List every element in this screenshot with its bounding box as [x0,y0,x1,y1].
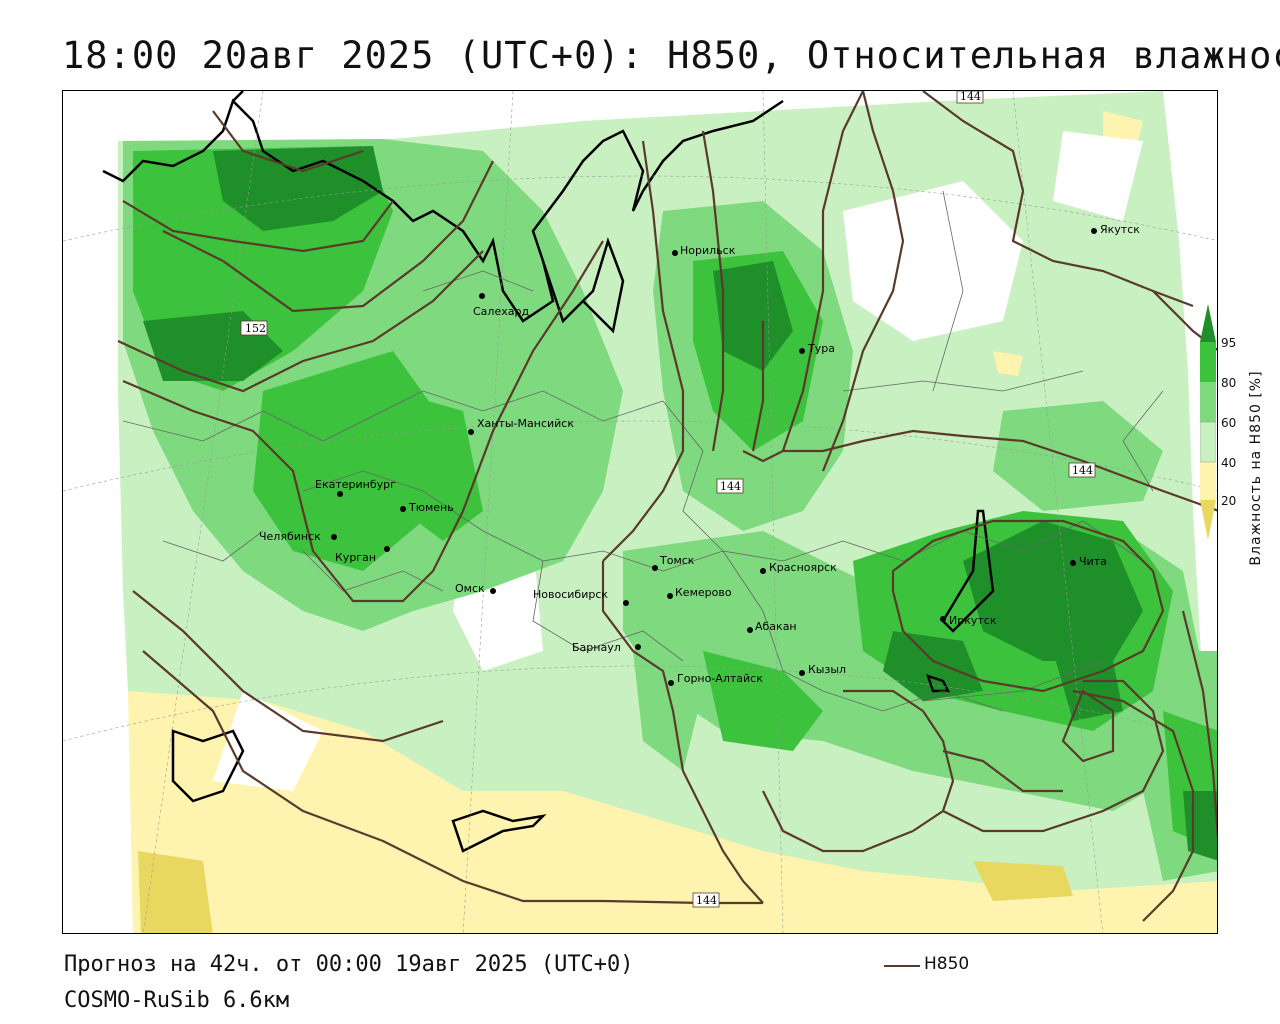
colorbar-tick-40: 40 [1221,456,1237,470]
map-canvas: 152 144 144 144 144 Якутск Норильск Сале… [63,91,1217,933]
forecast-info: Прогноз на 42ч. от 00:00 19авг 2025 (UTC… [64,952,634,977]
city-marker [940,616,946,622]
city-marker [468,429,474,435]
city-label-omsk: Омск [455,582,485,595]
coastlines [102,91,995,853]
humidity-field-dark-yellow [138,851,213,933]
h850-contours [117,91,1217,922]
city-label-tura: Тура [807,342,835,355]
city-marker [1070,560,1076,566]
city-label-ekaterinburg: Екатеринбург [315,478,396,491]
contour-labels: 152 144 144 144 144 [240,91,1096,908]
contour-label-144-south: 144 [696,894,717,907]
contour-label-152: 152 [245,322,266,335]
graticule [63,91,1217,933]
contour-label-144-center: 144 [720,480,741,493]
contour-label-144-east: 144 [1072,464,1093,477]
city-marker [479,293,485,299]
contour-legend-line [884,965,920,967]
city-label-yakutsk: Якутск [1100,223,1140,236]
city-marker [747,627,753,633]
city-marker [490,588,496,594]
city-marker [672,250,678,256]
city-label-kyzyl: Кызыл [808,663,846,676]
city-marker [760,568,766,574]
city-marker [652,565,658,571]
city-marker [667,593,673,599]
city-label-abakan: Абакан [755,620,797,633]
humidity-colorbar [1200,304,1216,540]
colorbar-tick-95: 95 [1221,336,1237,350]
contour-legend-label: H850 [924,954,970,974]
colorbar-tick-20: 20 [1221,494,1237,508]
city-label-salekhard: Салехард [473,305,529,318]
colorbar-tick-60: 60 [1221,416,1237,430]
city-label-krasnoyarsk: Красноярск [769,561,837,574]
city-label-kurgan: Курган [335,551,376,564]
city-label-norilsk: Норильск [680,244,736,257]
city-label-tyumen: Тюмень [408,501,454,514]
city-label-khanty-mansiysk: Ханты-Мансийск [477,417,574,430]
city-marker [668,680,674,686]
city-marker [331,534,337,540]
city-label-chita: Чита [1079,555,1107,568]
city-marker [635,644,641,650]
model-name: COSMO-RuSib 6.6км [64,988,290,1013]
city-label-novosibirsk: Новосибирск [533,588,608,601]
city-marker [384,546,390,552]
city-marker [623,600,629,606]
city-label-gorno-altaysk: Горно-Алтайск [677,672,763,685]
city-label-irkutsk: Иркутск [949,614,997,627]
city-marker [1091,228,1097,234]
city-label-kemerovo: Кемерово [675,586,732,599]
city-marker [337,491,343,497]
cities: Якутск Норильск Салехард Тура Ханты-Манс… [259,223,1140,686]
colorbar-tick-80: 80 [1221,376,1237,390]
contour-label-144-north: 144 [960,91,981,103]
city-label-barnaul: Барнаул [572,641,621,654]
city-marker [799,348,805,354]
city-marker [799,670,805,676]
city-marker [400,506,406,512]
map-title: 18:00 20авг 2025 (UTC+0): H850, Относите… [62,34,1280,77]
humidity-field-yellow [128,691,1217,933]
humidity-field-dark-green [213,146,383,231]
colorbar-title: Влажность на H850 [%] [1248,370,1264,566]
map-panel: 152 144 144 144 144 Якутск Норильск Сале… [62,90,1218,934]
city-label-tomsk: Томск [659,554,695,567]
admin-borders [122,190,1164,712]
city-label-chelyabinsk: Челябинск [259,530,321,543]
